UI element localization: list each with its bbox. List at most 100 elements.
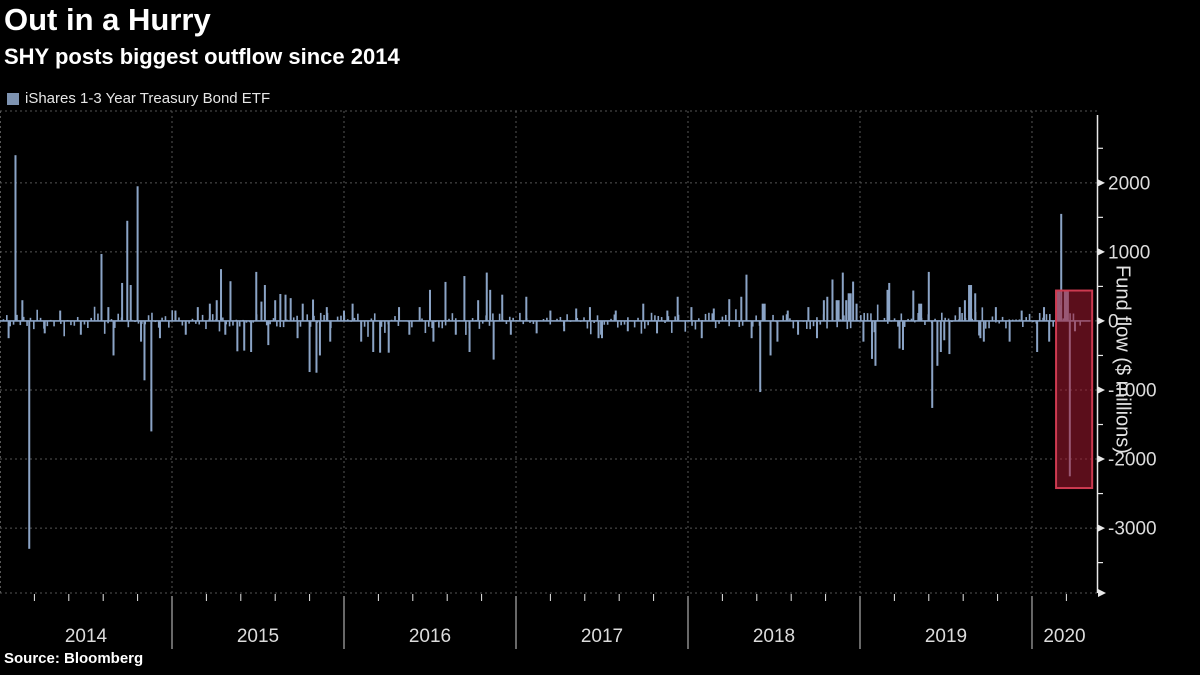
y-tick-label: -2000	[1108, 450, 1157, 471]
noise-bar	[613, 314, 616, 321]
flow-bar	[939, 320, 942, 352]
noise-bar	[303, 320, 305, 321]
flow-bar	[786, 310, 789, 321]
flow-bar	[312, 299, 315, 321]
noise-bar	[353, 317, 356, 321]
noise-bar	[687, 320, 690, 321]
flow-bar	[979, 320, 982, 339]
noise-bar	[26, 320, 28, 326]
flow-bar	[379, 320, 382, 353]
noise-bar	[674, 316, 676, 321]
legend: iShares 1-3 Year Treasury Bond ETF	[7, 90, 270, 107]
noise-bar	[897, 320, 899, 327]
noise-bar	[211, 314, 214, 321]
noise-bar	[373, 313, 376, 321]
noise-bar	[394, 316, 396, 321]
flow-bar	[642, 303, 645, 321]
flow-bar	[597, 320, 600, 339]
noise-bar	[171, 310, 174, 321]
noise-bar	[454, 318, 457, 321]
noise-bar	[232, 320, 234, 326]
flow-bar	[826, 296, 829, 321]
noise-bar	[49, 319, 52, 321]
noise-bar	[576, 318, 579, 321]
noise-bar	[265, 320, 268, 326]
noise-bar	[724, 314, 727, 321]
noise-bar	[1045, 314, 1048, 321]
flow-bar	[575, 308, 578, 321]
noise-bar	[1025, 317, 1028, 321]
noise-bar	[39, 317, 42, 321]
noise-bar	[643, 320, 646, 329]
noise-bar	[697, 318, 700, 321]
flow-bar	[936, 320, 939, 366]
y-major-tick	[1097, 247, 1105, 256]
flow-bar	[943, 320, 946, 341]
flow-bar	[126, 220, 129, 321]
flow-bar	[263, 285, 266, 321]
noise-bar	[947, 318, 950, 321]
y-axis-title: Fund flow ($ millions)	[1111, 265, 1134, 454]
noise-bar	[340, 315, 342, 321]
noise-bar	[259, 320, 261, 322]
noise-bar	[12, 320, 15, 325]
noise-bar	[539, 320, 541, 321]
noise-bar	[296, 315, 298, 321]
noise-bar	[448, 318, 450, 321]
noise-bar	[711, 313, 714, 321]
noise-bar	[110, 319, 113, 321]
noise-bar	[276, 320, 278, 327]
noise-bar	[941, 312, 943, 321]
noise-bar	[431, 320, 433, 329]
x-axis: 2014 2015 2016 2017 2018 2019 2020	[33, 589, 1106, 649]
noise-bar	[603, 320, 606, 325]
noise-bar	[33, 320, 35, 330]
flow-bar	[220, 269, 223, 321]
flow-bar	[428, 289, 431, 321]
noise-bar	[809, 320, 811, 330]
noise-bar	[29, 317, 32, 321]
flow-bar	[215, 300, 218, 321]
flow-bar	[600, 320, 603, 339]
noise-bar	[745, 320, 747, 322]
noise-bar	[306, 314, 309, 321]
y-tick-label: 2000	[1108, 173, 1150, 194]
flow-bar	[807, 307, 810, 321]
noise-bar	[495, 320, 498, 322]
noise-bar	[279, 320, 282, 328]
noise-bar	[637, 317, 639, 321]
noise-bar	[694, 320, 697, 330]
flow-bar	[1060, 213, 1063, 321]
noise-bar	[508, 316, 511, 321]
noise-bar	[178, 317, 180, 321]
noise-bar	[228, 320, 231, 327]
noise-bar	[667, 316, 670, 321]
noise-bar	[400, 320, 403, 322]
noise-bar	[1022, 320, 1024, 327]
noise-bar	[512, 317, 514, 321]
noise-bar	[988, 320, 990, 329]
flow-bar	[267, 320, 270, 346]
noise-bar	[849, 320, 852, 329]
noise-bar	[846, 320, 849, 330]
noise-bar	[137, 320, 140, 324]
noise-bar	[16, 314, 18, 321]
noise-bar	[83, 320, 86, 325]
noise-bar	[70, 320, 72, 326]
flow-bar	[901, 320, 904, 350]
flow-bar	[59, 310, 62, 321]
noise-bar	[478, 320, 481, 329]
flow-bar	[822, 300, 825, 321]
noise-bar	[93, 306, 96, 321]
noise-bar	[546, 317, 548, 321]
noise-bar	[19, 320, 22, 326]
noise-bar	[640, 320, 643, 334]
noise-bar	[492, 313, 494, 321]
noise-bar	[438, 320, 440, 328]
noise-bar	[735, 309, 737, 321]
flow-bar	[100, 253, 103, 321]
noise-bar	[451, 313, 454, 321]
noise-bar	[880, 320, 882, 322]
noise-bar	[269, 320, 271, 325]
noise-bar	[218, 320, 221, 332]
